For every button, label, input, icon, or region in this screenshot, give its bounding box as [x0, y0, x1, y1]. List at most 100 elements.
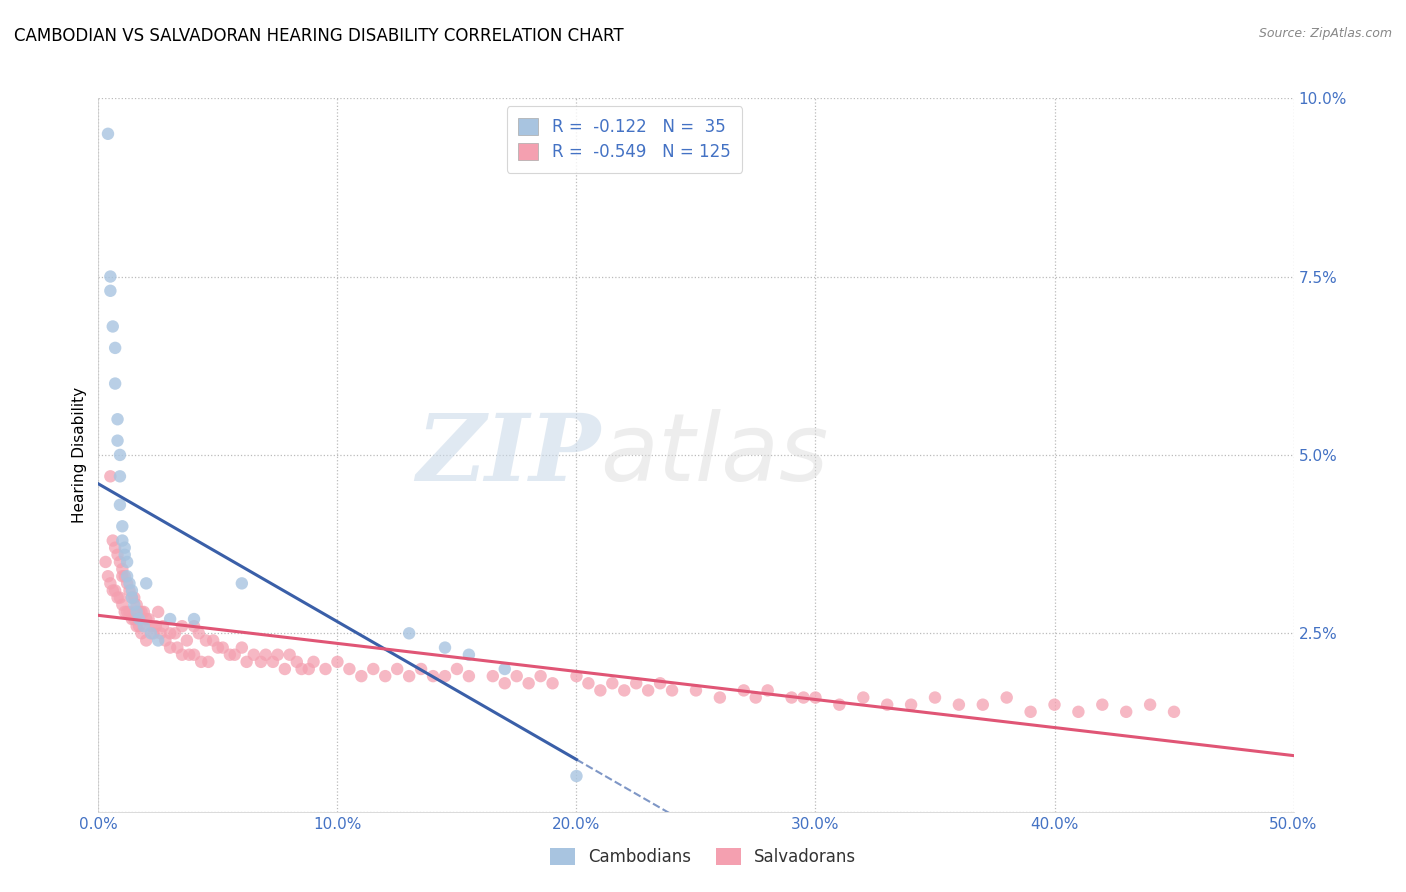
Point	[121, 591, 143, 605]
Point	[506, 669, 529, 683]
Point	[350, 669, 373, 683]
Y-axis label: Hearing Disability: Hearing Disability	[72, 387, 87, 523]
Point	[125, 605, 148, 619]
Point	[97, 127, 120, 141]
Point	[114, 548, 136, 562]
Point	[163, 626, 186, 640]
Point	[135, 576, 157, 591]
Point	[142, 626, 165, 640]
Point	[637, 683, 659, 698]
Point	[446, 662, 468, 676]
Point	[780, 690, 803, 705]
Point	[565, 669, 588, 683]
Point	[385, 662, 409, 676]
Point	[183, 612, 205, 626]
Point	[97, 569, 120, 583]
Point	[900, 698, 922, 712]
Point	[104, 541, 127, 555]
Point	[494, 662, 516, 676]
Point	[118, 576, 141, 591]
Point	[124, 598, 146, 612]
Point	[995, 690, 1018, 705]
Point	[98, 269, 122, 284]
Point	[107, 412, 129, 426]
Point	[114, 569, 136, 583]
Point	[98, 284, 122, 298]
Point	[337, 662, 360, 676]
Point	[197, 655, 219, 669]
Point	[166, 640, 188, 655]
Point	[152, 619, 174, 633]
Point	[398, 669, 420, 683]
Point	[159, 640, 181, 655]
Point	[243, 648, 266, 662]
Point	[98, 576, 122, 591]
Point	[148, 633, 170, 648]
Point	[114, 541, 136, 555]
Point	[745, 690, 768, 705]
Point	[108, 498, 131, 512]
Point	[145, 619, 167, 633]
Point	[274, 662, 297, 676]
Point	[108, 555, 131, 569]
Point	[924, 690, 946, 705]
Point	[125, 598, 148, 612]
Point	[108, 448, 131, 462]
Point	[194, 633, 217, 648]
Point	[125, 619, 148, 633]
Point	[207, 640, 229, 655]
Point	[108, 591, 131, 605]
Point	[172, 619, 194, 633]
Point	[101, 319, 124, 334]
Point	[211, 640, 233, 655]
Point	[231, 576, 253, 591]
Point	[565, 769, 588, 783]
Point	[183, 648, 205, 662]
Point	[302, 655, 325, 669]
Point	[494, 676, 516, 690]
Point	[132, 619, 155, 633]
Point	[224, 648, 246, 662]
Point	[115, 569, 138, 583]
Point	[172, 648, 194, 662]
Point	[111, 562, 134, 576]
Point	[756, 683, 779, 698]
Point	[541, 676, 564, 690]
Point	[374, 669, 396, 683]
Point	[139, 619, 162, 633]
Text: CAMBODIAN VS SALVADORAN HEARING DISABILITY CORRELATION CHART: CAMBODIAN VS SALVADORAN HEARING DISABILI…	[14, 27, 624, 45]
Point	[202, 633, 225, 648]
Point	[118, 605, 141, 619]
Point	[111, 519, 134, 533]
Point	[411, 662, 433, 676]
Point	[298, 662, 321, 676]
Point	[648, 676, 672, 690]
Point	[262, 655, 284, 669]
Point	[115, 605, 138, 619]
Point	[804, 690, 827, 705]
Text: ZIP: ZIP	[416, 410, 600, 500]
Point	[115, 576, 138, 591]
Point	[108, 469, 131, 483]
Point	[138, 612, 160, 626]
Point	[290, 662, 312, 676]
Point	[131, 605, 153, 619]
Point	[124, 612, 146, 626]
Point	[972, 698, 994, 712]
Point	[131, 626, 153, 640]
Point	[793, 690, 815, 705]
Point	[139, 626, 162, 640]
Point	[121, 612, 143, 626]
Point	[948, 698, 970, 712]
Point	[98, 469, 122, 483]
Point	[155, 633, 177, 648]
Point	[159, 612, 181, 626]
Point	[458, 669, 481, 683]
Point	[121, 591, 143, 605]
Legend: Cambodians, Salvadorans: Cambodians, Salvadorans	[541, 840, 865, 875]
Point	[828, 698, 851, 712]
Point	[433, 640, 456, 655]
Point	[149, 626, 172, 640]
Point	[1091, 698, 1114, 712]
Point	[278, 648, 301, 662]
